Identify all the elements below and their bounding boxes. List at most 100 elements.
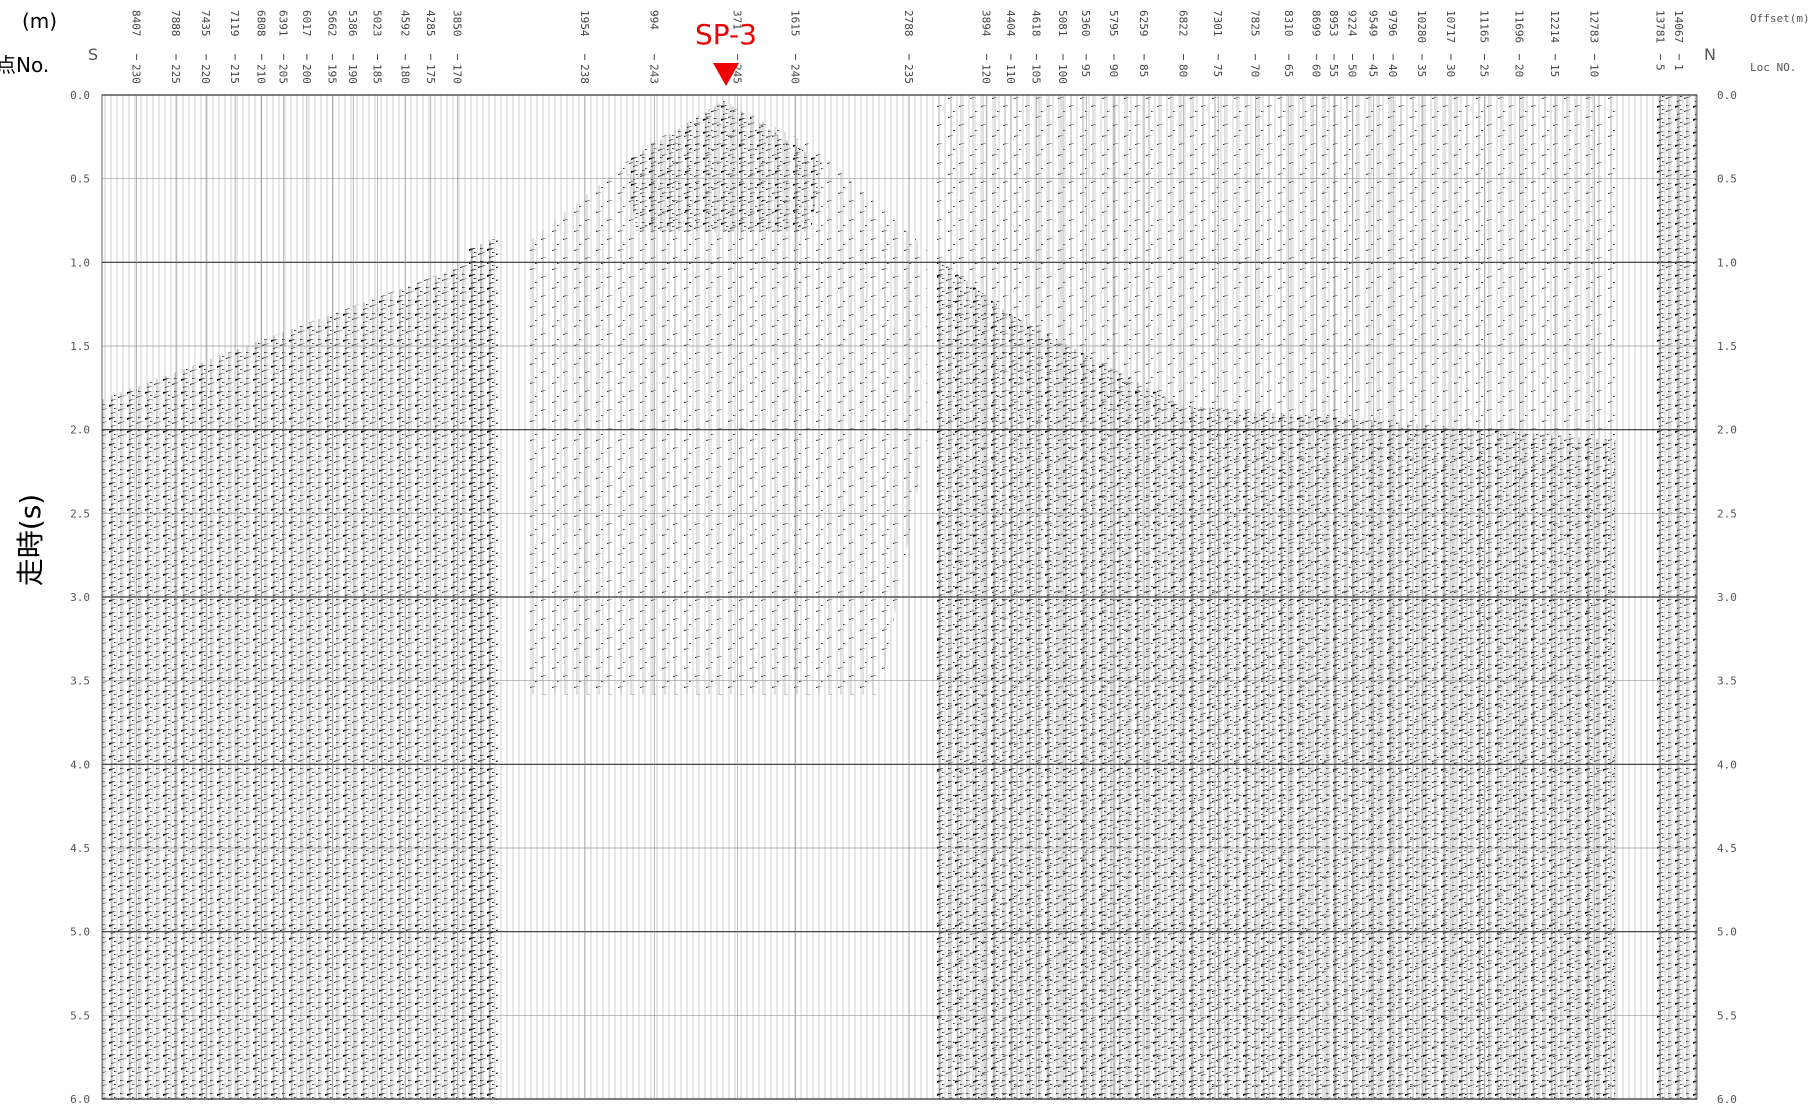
y-tick-label: 5.0 — [70, 926, 90, 939]
y-axis-label: 走時(s) — [14, 494, 47, 586]
trace-loc: 15 — [1548, 64, 1561, 77]
trace-offset: 9549 — [1366, 10, 1379, 37]
y-tick-label: 6.0 — [70, 1093, 90, 1106]
trace-offset: 7435 — [199, 10, 212, 37]
y-tick-label-right: 2.0 — [1717, 424, 1737, 437]
trace-offset: 4618 — [1029, 10, 1042, 37]
trace-loc: 210 — [255, 64, 268, 84]
north-label: N — [1704, 45, 1716, 64]
trace-offset: 8953 — [1327, 10, 1340, 37]
trace-loc: 30 — [1444, 64, 1457, 77]
trace-offset: 3894 — [980, 10, 993, 37]
trace-offset: 14067 — [1672, 10, 1685, 43]
shot-marker — [713, 63, 739, 86]
trace-loc: 100 — [1056, 64, 1069, 84]
trace-offset: 5023 — [371, 10, 384, 37]
trace-offset: 12783 — [1588, 10, 1601, 43]
trace-offset: 6259 — [1137, 10, 1150, 37]
trace-loc: 190 — [346, 64, 359, 84]
loc-label: 点No. — [0, 53, 49, 77]
trace-loc: 105 — [1029, 64, 1042, 84]
trace-loc: 10 — [1588, 64, 1601, 77]
trace-loc: 238 — [578, 64, 591, 84]
y-tick-label: 0.5 — [70, 173, 90, 186]
trace-loc: 1 — [1672, 64, 1685, 71]
south-label: S — [88, 45, 98, 64]
trace-offset: 12214 — [1548, 10, 1561, 43]
trace-loc: 25 — [1478, 64, 1491, 77]
trace-loc: 5 — [1654, 64, 1667, 71]
trace-offset: 8407 — [130, 10, 143, 37]
y-tick-label: 2.5 — [70, 507, 90, 520]
trace-offset: 1954 — [578, 10, 591, 37]
trace-offset: 6808 — [255, 10, 268, 37]
trace-loc: 20 — [1512, 64, 1525, 77]
trace-loc: 120 — [980, 64, 993, 84]
trace-loc: 55 — [1327, 64, 1340, 77]
trace-offset: 371 — [731, 10, 744, 30]
trace-offset: 10717 — [1444, 10, 1457, 43]
y-tick-label-right: 4.5 — [1717, 842, 1737, 855]
y-tick-label: 1.0 — [70, 256, 90, 269]
trace-loc: 235 — [902, 64, 915, 84]
trace-offset: 5795 — [1107, 10, 1120, 37]
trace-offset: 9224 — [1346, 10, 1359, 37]
direct-wave — [526, 100, 927, 695]
trace-offset: 8699 — [1310, 10, 1323, 37]
loc-title: Loc NO. — [1750, 61, 1796, 74]
edge-traces — [468, 237, 498, 1101]
shot-label: SP-3 — [695, 18, 757, 51]
trace-loc: 45 — [1366, 64, 1379, 77]
trace-offset: 3850 — [450, 10, 463, 37]
y-tick-label-right: 5.5 — [1717, 1009, 1737, 1022]
trace-offset: 6391 — [277, 10, 290, 37]
trace-offset: 11165 — [1478, 10, 1491, 43]
axes: 0.0 0.0 0.5 0.5 1.0 1.0 1.5 1.5 2.0 2.0 2.5 2.5 3.0 3… — [70, 10, 1737, 1106]
y-tick-label: 0.0 — [70, 89, 90, 102]
y-tick-label-right: 2.5 — [1717, 507, 1737, 520]
trace-offset: 8310 — [1282, 10, 1295, 37]
trace-loc: 75 — [1211, 64, 1224, 77]
trace-offset: 5360 — [1079, 10, 1092, 37]
trace-loc: 70 — [1248, 64, 1261, 77]
trace-loc: 60 — [1310, 64, 1323, 77]
trace-loc: 225 — [169, 64, 182, 84]
trace-offset: 994 — [647, 10, 660, 30]
trace-loc: 170 — [450, 64, 463, 84]
trace-offset: 4404 — [1004, 10, 1017, 37]
trace-offset: 7825 — [1248, 10, 1261, 37]
trace-loc: 215 — [228, 64, 241, 84]
y-tick-label-right: 4.0 — [1717, 758, 1737, 771]
trace-loc: 65 — [1282, 64, 1295, 77]
y-tick-label-right: 0.5 — [1717, 173, 1737, 186]
y-tick-label-right: 6.0 — [1717, 1093, 1737, 1106]
trace-offset: 13781 — [1654, 10, 1667, 43]
trace-offset: 2788 — [902, 10, 915, 37]
y-tick-label-right: 1.0 — [1717, 256, 1737, 269]
north-arrivals — [935, 257, 1616, 1101]
y-tick-label-right: 3.0 — [1717, 591, 1737, 604]
trace-offset: 5662 — [325, 10, 338, 37]
shot-near-field — [625, 100, 823, 232]
trace-loc: 195 — [325, 64, 338, 84]
south-arrivals — [101, 257, 487, 1101]
trace-offset: 9796 — [1386, 10, 1399, 37]
trace-loc: 80 — [1176, 64, 1189, 77]
trace-offset: 7888 — [169, 10, 182, 37]
trace-loc: 200 — [300, 64, 313, 84]
trace-loc: 95 — [1079, 64, 1092, 77]
trace-offset: 10280 — [1415, 10, 1428, 43]
y-tick-label-right: 5.0 — [1717, 926, 1737, 939]
offset-unit: (m) — [22, 9, 57, 33]
trace-loc: 50 — [1346, 64, 1359, 77]
y-tick-label: 4.5 — [70, 842, 90, 855]
y-tick-label: 5.5 — [70, 1009, 90, 1022]
trace-loc: 205 — [277, 64, 290, 84]
trace-loc: 230 — [130, 64, 143, 84]
trace-offset: 5386 — [346, 10, 359, 37]
trace-offset: 1615 — [789, 10, 802, 37]
y-tick-label-right: 3.5 — [1717, 675, 1737, 688]
y-tick-label: 1.5 — [70, 340, 90, 353]
trace-loc: 85 — [1137, 64, 1150, 77]
